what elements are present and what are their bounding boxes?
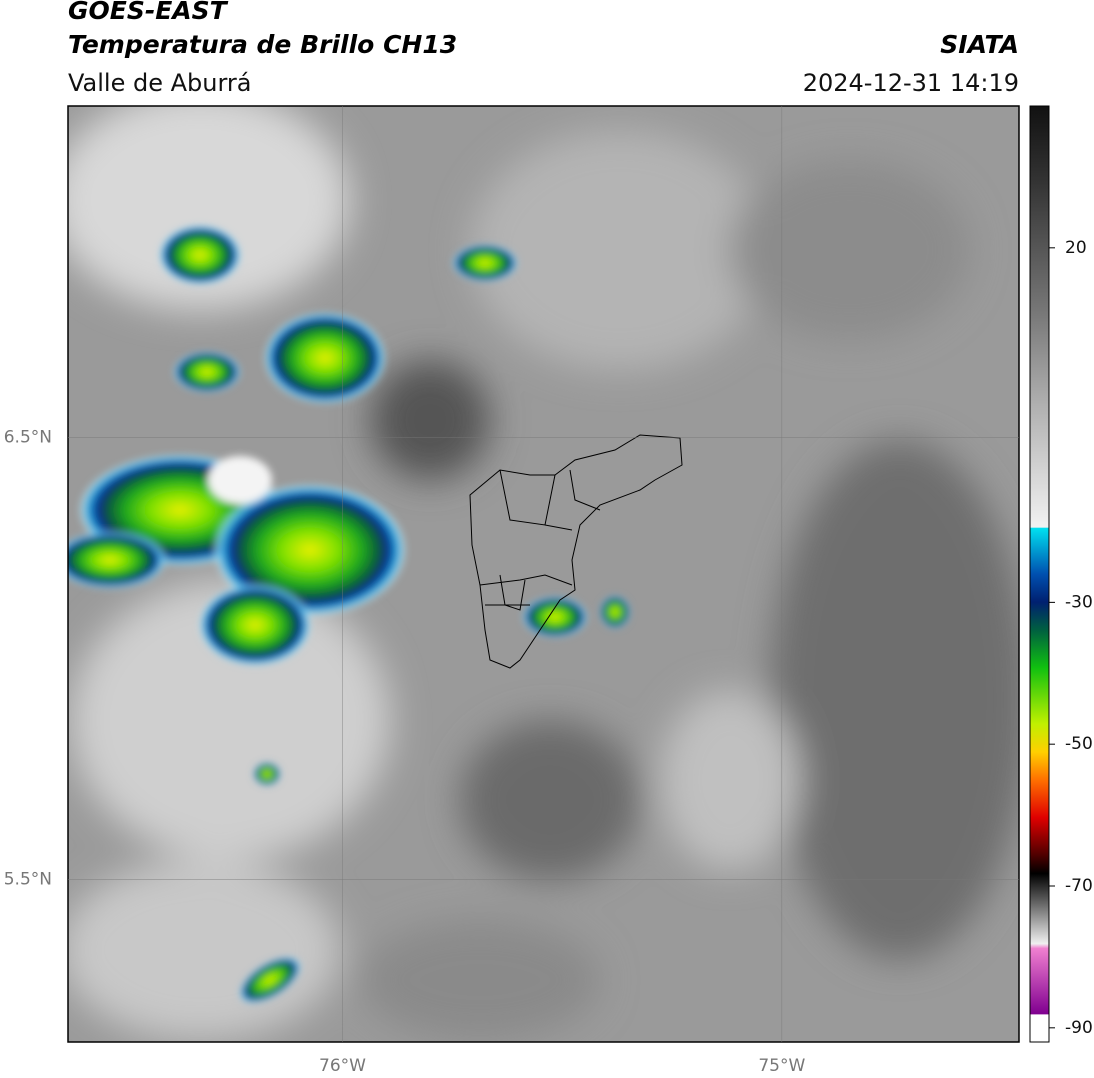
satellite-image — [68, 106, 1019, 1042]
x-tick-label: 75°W — [758, 1056, 805, 1076]
y-tick-label: 6.5°N — [4, 428, 52, 448]
colorbar-tick-label: 20 — [1065, 238, 1087, 258]
y-tick-label: 5.5°N — [4, 870, 52, 890]
timestamp: 2024-12-31 14:19 — [803, 69, 1019, 97]
colorbar-tick-label: -90 — [1065, 1018, 1093, 1038]
colorbar-tick-label: -50 — [1065, 734, 1093, 754]
title: GOES-EAST — [68, 0, 229, 25]
x-tick-label: 76°W — [319, 1056, 366, 1076]
colorbar-tick-label: -30 — [1065, 592, 1093, 612]
source: SIATA — [940, 30, 1019, 59]
municipal-boundaries — [469, 434, 683, 669]
colorbar-tick-label: -70 — [1065, 876, 1093, 896]
map-frame — [67, 105, 1020, 1043]
subtitle: Temperatura de Brillo CH13 — [68, 30, 457, 59]
colorbar — [1029, 105, 1050, 1043]
region: Valle de Aburrá — [68, 69, 252, 97]
